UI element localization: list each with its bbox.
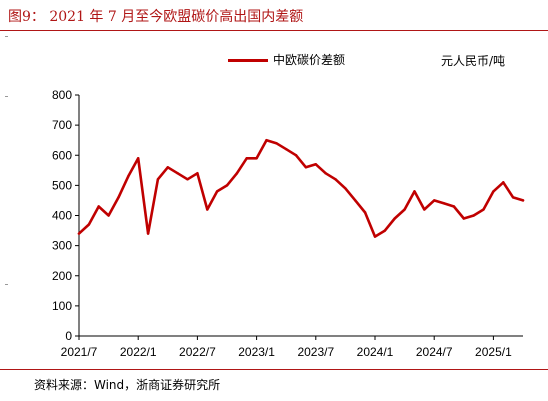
y-axis: 0 100 200 300 400 500 600 700 800	[52, 88, 80, 343]
data-point	[117, 196, 120, 199]
data-point	[196, 172, 199, 175]
data-point	[186, 178, 189, 181]
data-point	[245, 157, 248, 160]
data-point	[146, 232, 150, 235]
data-point	[87, 223, 91, 226]
data-point	[225, 184, 229, 187]
x-axis: 2021/7 2022/1 2022/7 2023/1 2023/7 2024/1 2024…	[61, 335, 523, 359]
title-divider	[0, 30, 548, 31]
y-tick-label: 100	[52, 299, 72, 313]
source-note: 资料来源：Wind，浙商证券研究所	[34, 378, 221, 392]
data-point	[383, 229, 387, 232]
x-tick-label: 2021/7	[61, 345, 98, 359]
data-point	[482, 208, 485, 211]
data-point	[294, 154, 298, 157]
data-point	[403, 208, 406, 211]
y-tick-label: 200	[52, 269, 72, 283]
data-point	[502, 181, 505, 184]
data-point	[255, 157, 258, 160]
data-point	[206, 208, 209, 211]
y-tick-label: 500	[52, 178, 72, 192]
data-point	[442, 202, 446, 205]
data-point	[324, 172, 327, 175]
x-tick-label: 2023/1	[238, 345, 275, 359]
chart-legend: 中欧碳价差额	[228, 51, 345, 68]
data-point	[511, 196, 515, 199]
data-point	[462, 217, 465, 220]
data-point	[393, 217, 396, 220]
margin-mark	[5, 284, 8, 285]
data-point	[285, 148, 288, 151]
x-tick-label: 2024/7	[416, 345, 453, 359]
margin-mark	[5, 36, 8, 37]
data-point	[492, 190, 495, 193]
data-point	[452, 205, 456, 208]
x-tick-label: 2022/1	[120, 345, 157, 359]
data-point	[521, 199, 525, 202]
data-point	[334, 178, 337, 181]
data-point	[413, 190, 416, 193]
series-layer	[77, 138, 525, 238]
data-point	[176, 172, 179, 175]
data-point	[137, 157, 140, 160]
y-tick-label: 300	[52, 239, 72, 253]
y-tick-label: 800	[52, 88, 72, 102]
data-point	[373, 235, 377, 238]
legend-label: 中欧碳价差额	[273, 53, 346, 67]
y-tick-label: 700	[52, 118, 72, 132]
data-point	[166, 166, 169, 169]
data-point	[423, 208, 426, 211]
data-point	[275, 142, 278, 145]
data-point	[344, 187, 347, 190]
data-point	[354, 199, 357, 202]
margin-mark	[5, 96, 8, 97]
x-tick-label: 2024/1	[357, 345, 394, 359]
x-tick-label: 2023/7	[297, 345, 334, 359]
data-point	[314, 163, 317, 166]
data-point	[215, 190, 219, 193]
data-point	[363, 211, 367, 214]
data-point	[127, 175, 130, 178]
data-point	[77, 232, 81, 235]
chart-title: 图9： 2021 年 7 月至今欧盟碳价高出国内差额	[8, 9, 304, 25]
legend-swatch	[228, 59, 268, 62]
y-tick-label: 400	[52, 209, 72, 223]
data-point	[265, 138, 268, 142]
data-point	[304, 166, 308, 169]
data-point	[235, 172, 239, 175]
y-tick-label: 600	[52, 148, 72, 162]
x-tick-label: 2022/7	[179, 345, 216, 359]
unit-label: 元人民币/吨	[441, 54, 506, 68]
data-point	[433, 199, 436, 202]
y-tick-label: 0	[65, 329, 72, 343]
x-tick-label: 2025/1	[475, 345, 512, 359]
data-point	[97, 205, 100, 208]
data-point	[156, 178, 160, 181]
footer-divider	[0, 369, 548, 370]
data-point	[472, 214, 475, 217]
series-line	[77, 138, 525, 238]
data-point	[107, 214, 110, 217]
